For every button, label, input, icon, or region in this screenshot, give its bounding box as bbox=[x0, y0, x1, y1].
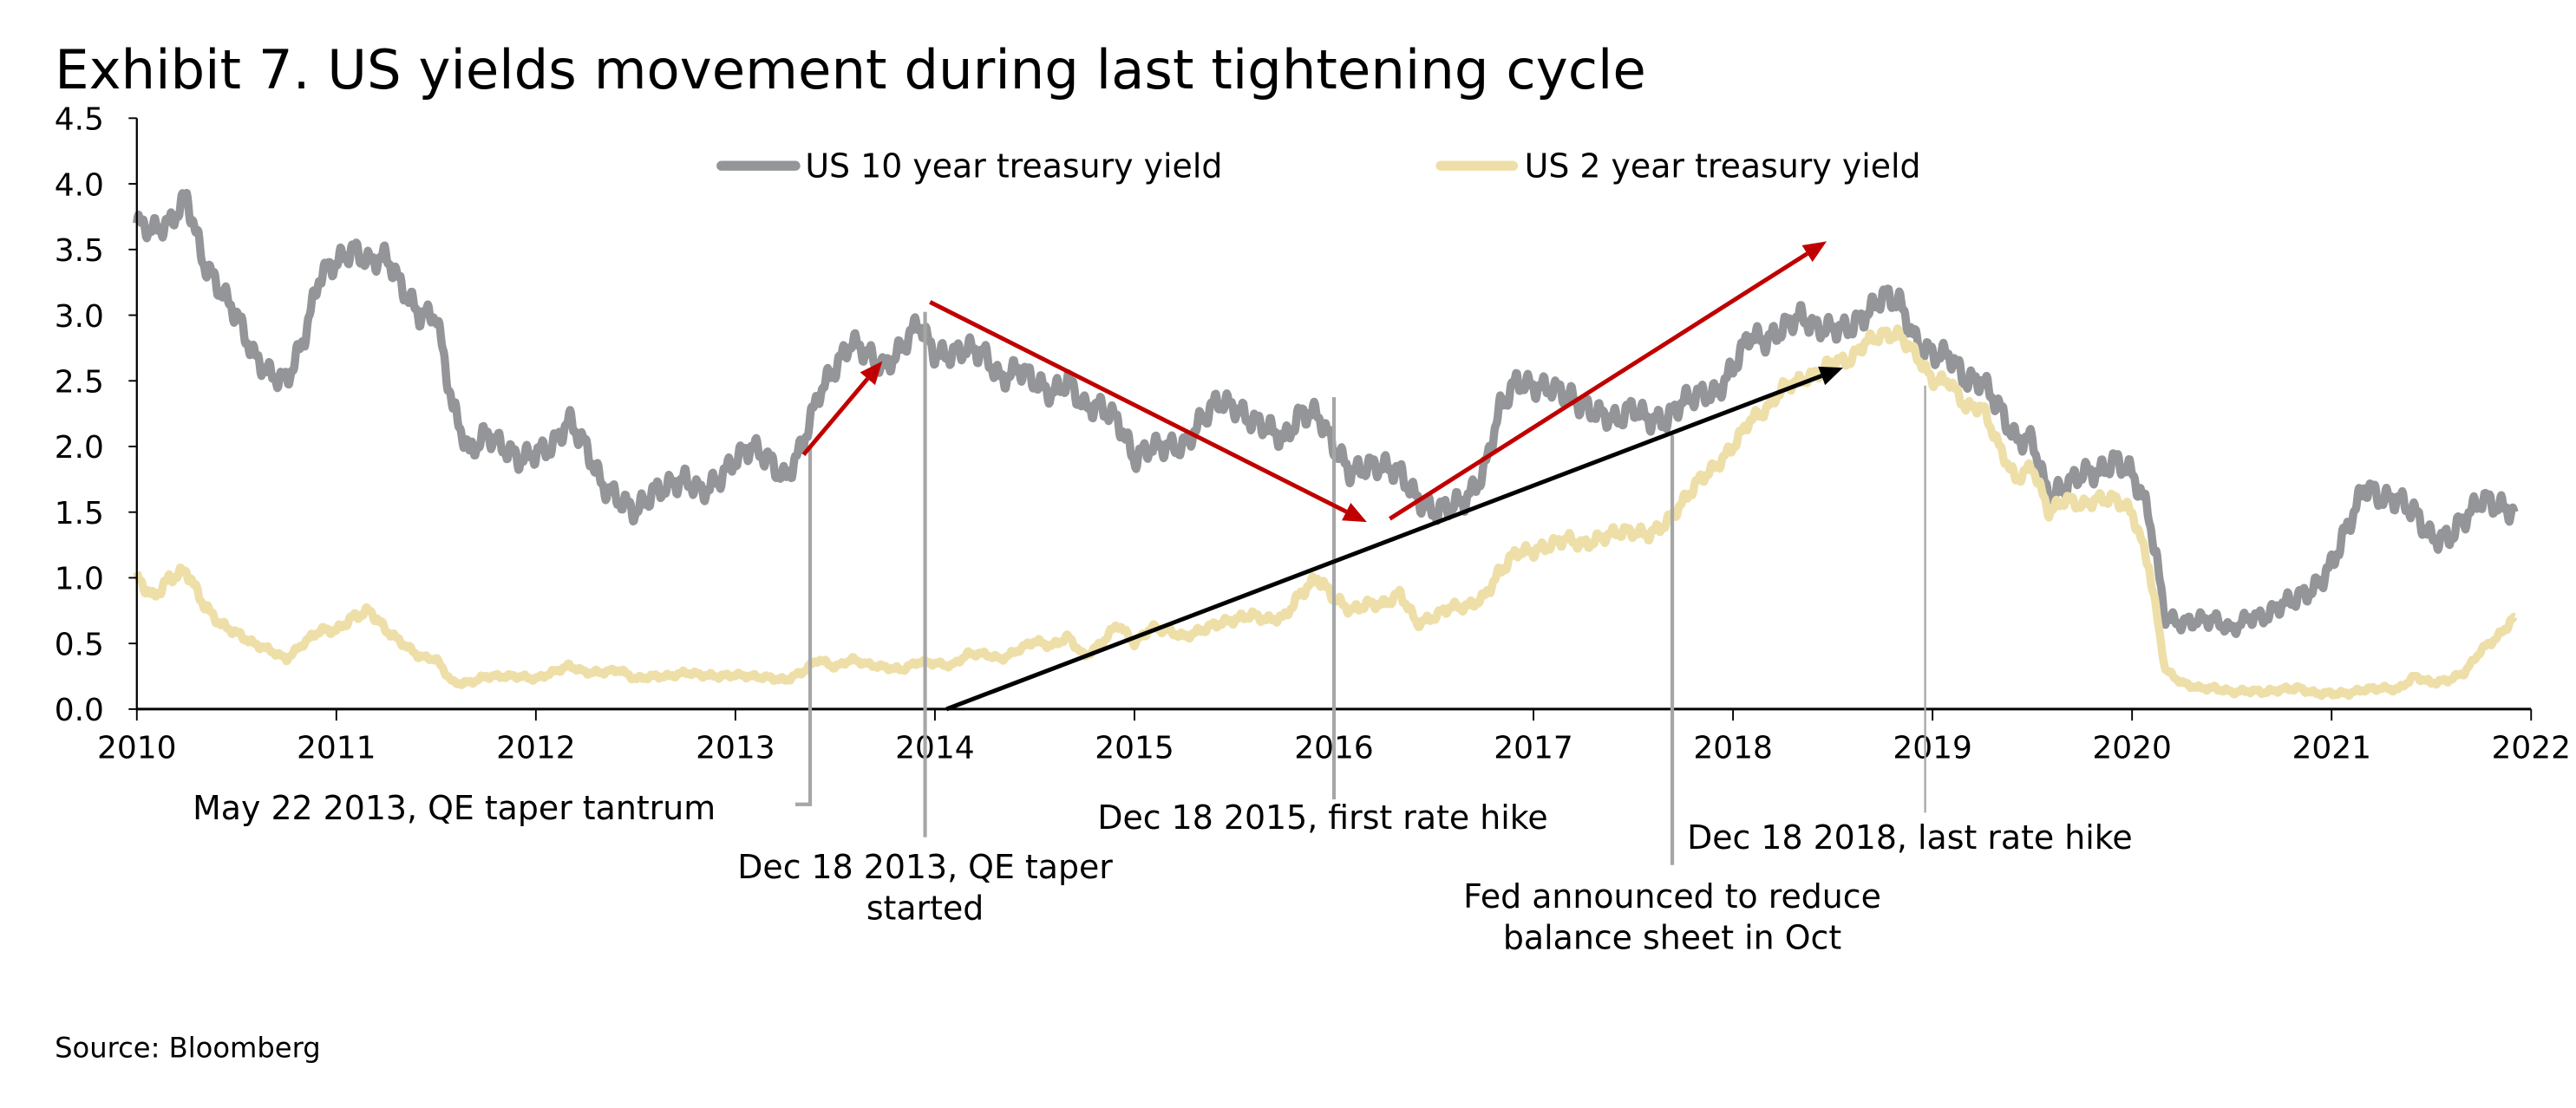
x-tick-label: 2010 bbox=[97, 731, 177, 766]
legend-label-10y: US 10 year treasury yield bbox=[805, 147, 1222, 185]
axes: 0.0 0.5 1.0 1.5 2.0 2.5 3.0 3.5 4.0 4.5 2010 2011 20… bbox=[55, 102, 2571, 766]
arrow-yield-decline-shaft bbox=[929, 300, 1348, 514]
x-tick-label: 2020 bbox=[2092, 731, 2172, 766]
annotation-first-hike: Dec 18 2015, first rate hike bbox=[1097, 798, 1547, 837]
arrow-hike-rise-shaft bbox=[1389, 251, 1808, 521]
annotation-taper-started-2: started bbox=[866, 889, 984, 927]
callouts bbox=[795, 311, 1926, 865]
x-tick-label: 2014 bbox=[895, 731, 975, 766]
x-tick-label: 2012 bbox=[496, 731, 576, 766]
x-tick-label: 2013 bbox=[696, 731, 775, 766]
y-tick-label: 4.0 bbox=[55, 167, 104, 203]
annotation-labels: May 22 2013, QE taper tantrum Dec 18 201… bbox=[193, 789, 2132, 957]
y-tick-label: 3.0 bbox=[55, 299, 104, 335]
arrow-taper-rise-shaft bbox=[801, 377, 870, 457]
annotation-balance-sheet-1: Fed announced to reduce bbox=[1463, 877, 1881, 916]
x-tick-label: 2017 bbox=[1494, 731, 1573, 766]
legend: US 10 year treasury yield US 2 year trea… bbox=[716, 147, 1921, 185]
annotation-taper-tantrum: May 22 2013, QE taper tantrum bbox=[193, 789, 716, 827]
y-tick-label: 2.0 bbox=[55, 430, 104, 466]
arrow-yield-decline-head bbox=[1342, 503, 1367, 523]
arrow-hike-rise-head bbox=[1801, 241, 1827, 263]
annotation-taper-started-1: Dec 18 2013, QE taper bbox=[737, 848, 1113, 886]
x-tick-label: 2015 bbox=[1095, 731, 1174, 766]
annotation-balance-sheet-2: balance sheet in Oct bbox=[1503, 918, 1841, 956]
y-tick-label: 0.5 bbox=[55, 627, 104, 662]
x-tick-label: 2011 bbox=[297, 731, 376, 766]
y-tick-label: 0.0 bbox=[55, 693, 104, 728]
x-tick-label: 2021 bbox=[2292, 731, 2371, 766]
source-note: Source: Bloomberg bbox=[55, 1031, 321, 1064]
arrow-2y-rise-shaft bbox=[945, 374, 1823, 712]
arrows bbox=[801, 241, 1843, 712]
arrow-2y-rise-head bbox=[1818, 366, 1843, 386]
callout-line-taper-tantrum bbox=[795, 446, 813, 806]
series-layer bbox=[133, 188, 2519, 701]
chart-title: Exhibit 7. US yields movement during las… bbox=[55, 38, 1646, 101]
y-tick-label: 4.5 bbox=[55, 102, 104, 138]
legend-label-2y: US 2 year treasury yield bbox=[1525, 147, 1921, 185]
series-line-2y bbox=[133, 324, 2518, 701]
y-tick-label: 3.5 bbox=[55, 233, 104, 269]
y-tick-label: 2.5 bbox=[55, 365, 104, 401]
annotation-last-hike: Dec 18 2018, last rate hike bbox=[1687, 818, 2133, 857]
x-tick-label: 2022 bbox=[2491, 731, 2571, 766]
series-line-10y bbox=[133, 188, 2519, 638]
x-tick-label: 2019 bbox=[1893, 731, 1972, 766]
y-tick-label: 1.0 bbox=[55, 562, 104, 597]
y-tick-label: 1.5 bbox=[55, 496, 104, 531]
arrow-taper-rise-head bbox=[860, 361, 883, 386]
x-tick-label: 2018 bbox=[1693, 731, 1773, 766]
